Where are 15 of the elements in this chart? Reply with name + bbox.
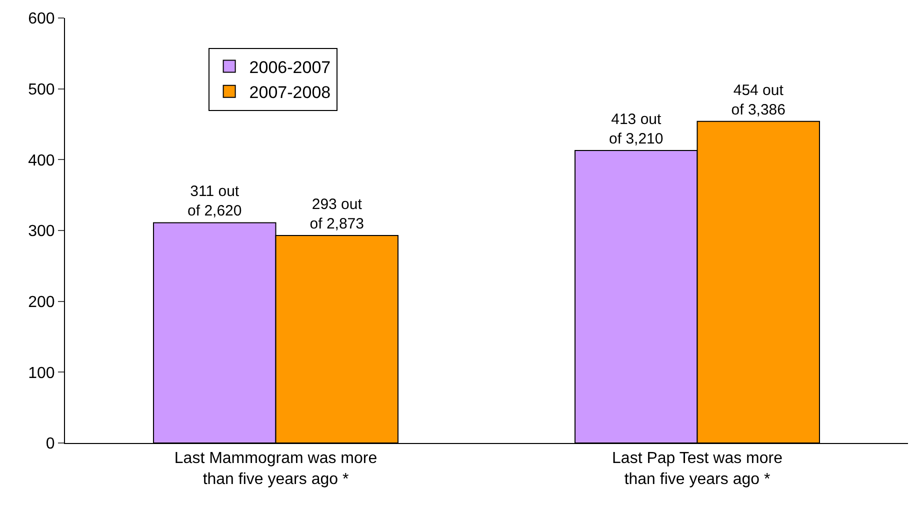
y-tick-label: 400 (28, 152, 55, 170)
y-tick-label: 600 (28, 10, 55, 28)
y-tick-label: 200 (28, 294, 55, 311)
legend-label: 2006-2007 (249, 58, 331, 77)
legend-label: 2007-2008 (249, 83, 331, 102)
y-tick-label: 0 (46, 436, 55, 453)
data-label: 311 out of 2,620 (188, 183, 242, 220)
data-label: 454 out of 3,386 (731, 82, 786, 118)
x-tick-label: Last Pap Test was more than five years ago * (612, 450, 783, 488)
y-tick-label: 500 (28, 81, 55, 98)
y-tick-label: 300 (28, 223, 55, 240)
data-label: 293 out of 2,873 (310, 196, 364, 232)
data-label: 413 out of 3,210 (609, 110, 664, 148)
x-tick-label: Last Mammogram was more than five years ago * (174, 450, 378, 488)
y-tick-label: 100 (28, 364, 55, 382)
